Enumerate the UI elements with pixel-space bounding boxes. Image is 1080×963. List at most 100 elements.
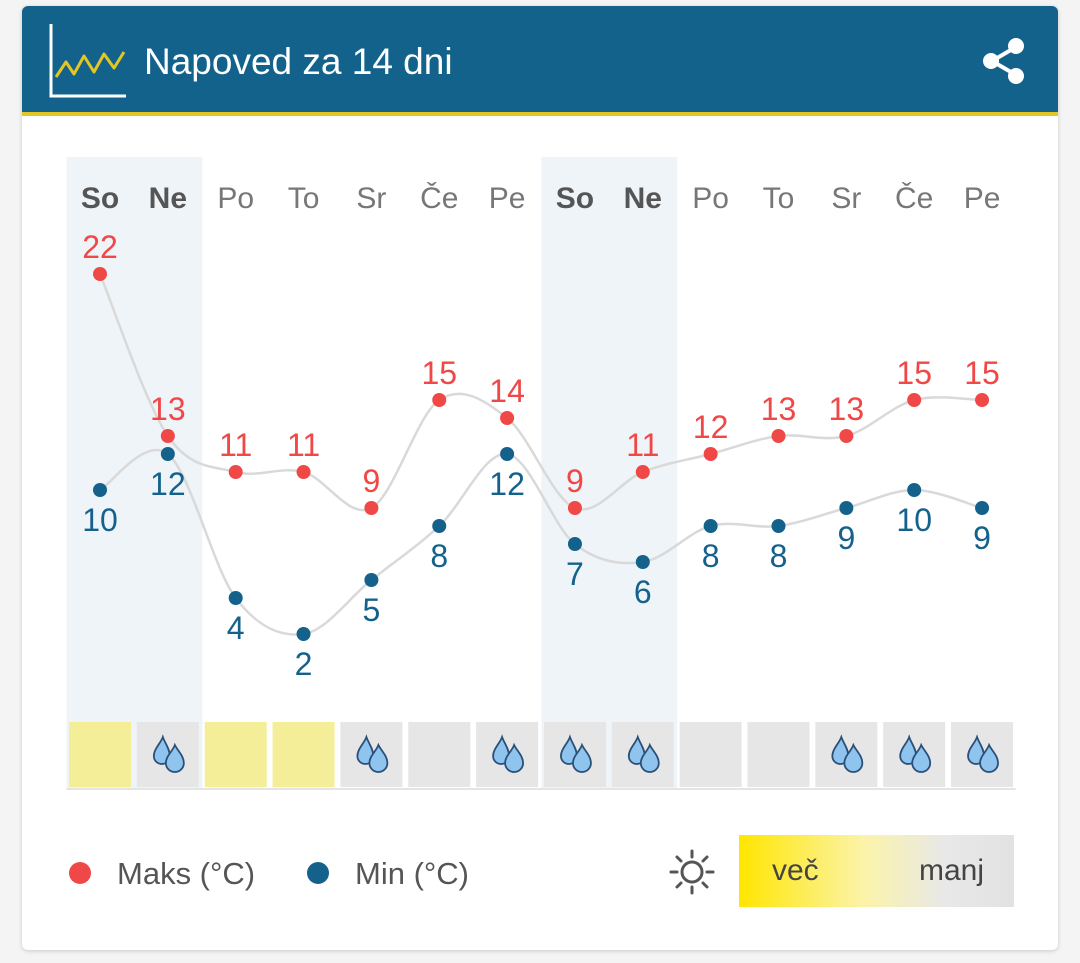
forecast-card: Napoved za 14 dni So Ne Po To Sr Če Pe So Ne Po To… (22, 6, 1058, 950)
max-value-label: 11 (219, 427, 252, 463)
max-point (635, 465, 650, 479)
day-label: Pe (964, 182, 1001, 215)
min-point (975, 501, 990, 515)
min-point (500, 447, 515, 461)
min-point (567, 537, 582, 551)
day-label: Če (895, 181, 933, 215)
line-chart-icon (49, 24, 126, 98)
legend-max-label: Maks (°C) (117, 856, 256, 891)
day-label: Pe (489, 182, 526, 215)
day-label: Ne (149, 182, 187, 215)
sunshine-cell (408, 722, 471, 787)
weekend-column-bg (541, 157, 610, 789)
min-point (907, 483, 922, 497)
min-point (93, 483, 107, 497)
max-point (93, 267, 107, 281)
legend-min-marker (307, 862, 329, 884)
card-header: Napoved za 14 dni (22, 6, 1058, 116)
max-point (907, 393, 922, 407)
max-value-label: 13 (150, 391, 186, 427)
rain-drops-icon (560, 734, 592, 773)
min-value-label: 10 (896, 502, 932, 538)
share-icon[interactable] (980, 36, 1028, 86)
max-point (703, 447, 718, 461)
sunshine-more-label: več (772, 854, 819, 887)
max-value-label: 11 (626, 427, 659, 463)
day-label: Po (692, 182, 729, 215)
forecast-chart: So Ne Po To Sr Če Pe So Ne Po To Sr Če Pe 22 13 11 11 9 15 1… (66, 157, 1016, 790)
max-value-label: 22 (82, 229, 118, 265)
min-point (703, 519, 718, 533)
rain-drops-icon (356, 734, 389, 773)
card-title: Napoved za 14 dni (144, 41, 453, 82)
day-label: Ne (624, 182, 662, 215)
legend-max-marker (69, 862, 91, 884)
min-value-label: 5 (363, 592, 381, 628)
min-value-label: 7 (566, 556, 584, 592)
rain-drops-icon (627, 734, 660, 773)
min-value-label: 9 (837, 520, 855, 556)
sunshine-cell (679, 722, 742, 787)
min-point (432, 519, 447, 533)
max-point (432, 393, 447, 407)
max-value-label: 15 (896, 355, 932, 391)
max-point (839, 429, 854, 443)
min-value-label: 8 (702, 538, 720, 574)
max-value-label: 15 (421, 355, 457, 391)
day-label: To (288, 182, 320, 215)
min-point (839, 501, 854, 515)
min-value-label: 2 (295, 646, 313, 682)
day-label: So (81, 182, 119, 215)
max-value-label: 14 (489, 373, 525, 409)
rain-drops-icon (492, 734, 525, 773)
min-value-label: 12 (489, 466, 525, 502)
max-value-label: 13 (761, 391, 797, 427)
max-point (364, 501, 379, 515)
max-point (771, 429, 786, 443)
day-label: Sr (356, 182, 386, 215)
min-point (771, 519, 786, 533)
min-value-label: 8 (770, 538, 788, 574)
max-point (228, 465, 243, 479)
max-point (975, 393, 990, 407)
sunshine-less-label: manj (919, 854, 985, 887)
max-value-label: 12 (693, 409, 729, 445)
max-point (567, 501, 582, 515)
rain-drops-icon (899, 734, 932, 773)
day-label: So (556, 182, 594, 215)
min-point (296, 627, 311, 641)
day-label: Po (217, 182, 254, 215)
day-label: Sr (831, 182, 861, 215)
min-value-label: 4 (227, 610, 245, 646)
sunshine-scale: več manj (739, 835, 1014, 907)
min-value-label: 12 (150, 466, 186, 502)
min-point (364, 573, 379, 587)
max-value-label: 9 (363, 463, 381, 499)
max-value-label: 9 (566, 463, 584, 499)
sunshine-cell (747, 722, 810, 787)
max-point (160, 429, 175, 443)
min-value-label: 6 (634, 574, 652, 610)
rain-drops-icon (831, 734, 864, 773)
weekend-column-bg (66, 157, 135, 789)
sunshine-cell (272, 722, 335, 787)
min-value-label: 10 (82, 502, 118, 538)
day-label: Če (420, 181, 458, 215)
max-value-label: 13 (829, 391, 865, 427)
min-point (635, 555, 650, 569)
max-point (500, 411, 515, 425)
sun-icon (669, 849, 715, 895)
max-value-label: 11 (287, 427, 320, 463)
sunshine-cell (69, 722, 131, 787)
max-point (296, 465, 311, 479)
rain-drops-icon (967, 734, 999, 773)
min-point (228, 591, 243, 605)
max-value-label: 15 (964, 355, 1000, 391)
min-point (160, 447, 175, 461)
day-label: To (763, 182, 795, 215)
rain-drops-icon (152, 734, 185, 773)
min-value-label: 9 (973, 520, 991, 556)
min-value-label: 8 (430, 538, 448, 574)
sunshine-cell (204, 722, 267, 787)
legend-min-label: Min (°C) (355, 856, 469, 891)
